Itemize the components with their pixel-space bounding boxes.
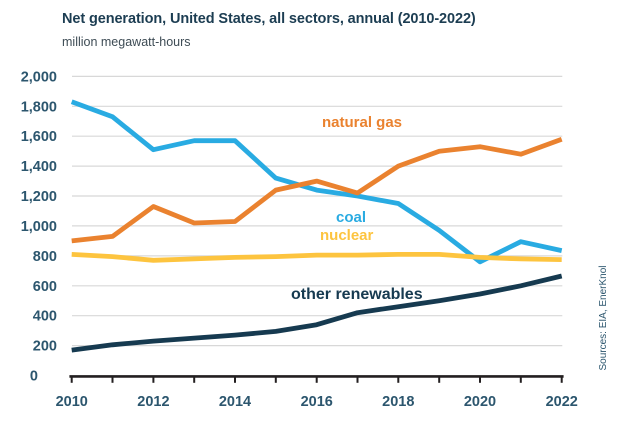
x-tick-label: 2016 bbox=[301, 394, 333, 410]
y-tick-label: 2,000 bbox=[21, 69, 57, 85]
coal-line bbox=[70, 99, 563, 265]
x-tick-label: 2014 bbox=[219, 394, 251, 410]
y-tick-label: 1,600 bbox=[21, 129, 57, 145]
nuclear-line bbox=[71, 251, 562, 263]
other-renewables-label: other renewables bbox=[291, 286, 423, 303]
chart-title: Net generation, United States, all secto… bbox=[62, 11, 476, 27]
chart-subtitle: million megawatt-hours bbox=[62, 35, 191, 49]
y-tick-label: 200 bbox=[33, 339, 57, 355]
natural-gas-line bbox=[71, 136, 563, 244]
y-tick-label: 1,800 bbox=[21, 99, 57, 115]
x-tick-label: 2010 bbox=[56, 394, 88, 410]
y-tick-label: 800 bbox=[33, 249, 57, 265]
y-tick-label: 1,400 bbox=[21, 159, 57, 175]
y-tick-label: 600 bbox=[33, 279, 57, 295]
y-tick-label: 0 bbox=[30, 369, 38, 385]
x-tick-label: 2020 bbox=[464, 394, 496, 410]
source-note: Sources: EIA, EnerKnol bbox=[598, 265, 609, 371]
x-tick-label: 2018 bbox=[382, 394, 414, 410]
natural-gas-label: natural gas bbox=[322, 114, 403, 131]
nuclear-label: nuclear bbox=[320, 227, 374, 244]
y-tick-label: 1,200 bbox=[21, 189, 57, 205]
y-tick-label: 400 bbox=[33, 309, 57, 325]
x-tick-label: 2022 bbox=[546, 394, 578, 410]
y-tick-label: 1,000 bbox=[21, 219, 57, 235]
other-renewables-line bbox=[71, 273, 563, 353]
x-tick-label: 2012 bbox=[137, 394, 169, 410]
coal-label: coal bbox=[336, 209, 367, 226]
